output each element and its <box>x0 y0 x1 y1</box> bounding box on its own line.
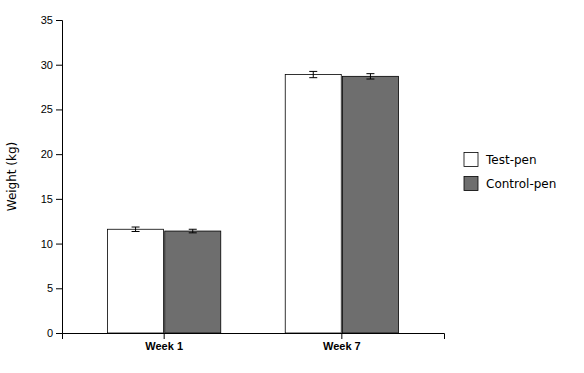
bar <box>285 75 341 333</box>
plot-area: 0 5 10 15 20 25 30 35 Week 1 Week 7 <box>41 14 445 352</box>
error-bar <box>309 71 317 77</box>
tick-label: 35 <box>41 14 53 26</box>
tick: Week 7 <box>323 333 361 352</box>
chart-container: 0 5 10 15 20 25 30 35 Week 1 Week 7 Weight (kg) Tes… <box>0 0 584 373</box>
tick-mark <box>56 333 62 334</box>
tick: 15 <box>41 193 62 205</box>
legend-item: Test-pen <box>464 153 537 167</box>
error-cap <box>366 73 374 74</box>
tick-label: 25 <box>41 103 53 115</box>
legend: Test-pen Control-pen <box>464 153 556 191</box>
tick-mark <box>56 65 62 66</box>
tick-mark <box>56 244 62 245</box>
legend-swatch <box>464 153 478 167</box>
series <box>165 74 399 333</box>
error-cap <box>309 71 317 72</box>
tick-mark <box>341 333 342 339</box>
tick: 20 <box>41 148 62 160</box>
tick-mark <box>56 199 62 200</box>
tick: 30 <box>41 59 62 71</box>
axis-line <box>56 21 63 334</box>
chart-svg: 0 5 10 15 20 25 30 35 Week 1 Week 7 Weight (kg) Tes… <box>0 0 584 373</box>
tick: 5 <box>47 282 62 294</box>
tick-label: 30 <box>41 59 53 71</box>
legend-swatch <box>464 177 478 191</box>
error-line <box>313 71 314 77</box>
legend-item: Control-pen <box>464 177 556 191</box>
error-bar <box>366 74 374 79</box>
tick: 35 <box>41 14 62 26</box>
error-bar <box>189 229 197 233</box>
error-bar <box>132 227 140 231</box>
error-cap <box>132 227 140 228</box>
tick-label: 15 <box>41 193 53 205</box>
legend-label: Test-pen <box>485 153 537 167</box>
tick-label: 0 <box>47 327 53 339</box>
bars <box>108 71 399 333</box>
tick-mark <box>164 333 165 339</box>
tick-label: 10 <box>41 238 53 250</box>
tick: Week 1 <box>145 333 183 352</box>
bar <box>342 76 398 333</box>
tick: 0 <box>47 327 62 339</box>
error-line <box>135 227 136 231</box>
error-cap <box>366 79 374 80</box>
tick-mark <box>56 154 62 155</box>
error-cap <box>189 229 197 230</box>
bar <box>165 231 221 333</box>
tick-label: 20 <box>41 148 53 160</box>
error-cap <box>309 77 317 78</box>
x-axis: Week 1 Week 7 <box>63 333 445 352</box>
error-cap <box>189 232 197 233</box>
series <box>108 71 342 333</box>
tick-mark <box>56 288 62 289</box>
axis-line <box>63 334 445 340</box>
bar <box>108 229 164 333</box>
legend-label: Control-pen <box>486 177 556 191</box>
error-line <box>192 229 193 233</box>
tick: 25 <box>41 103 62 115</box>
error-cap <box>132 231 140 232</box>
tick-label: 5 <box>47 282 53 294</box>
tick-mark <box>56 109 62 110</box>
tick-label: Week 7 <box>323 340 361 352</box>
y-axis: 0 5 10 15 20 25 30 35 <box>41 14 63 339</box>
y-axis-label: Weight (kg) <box>5 142 19 212</box>
tick-mark <box>56 20 62 21</box>
tick-label: Week 1 <box>145 340 183 352</box>
error-line <box>370 74 371 79</box>
tick: 10 <box>41 238 62 250</box>
